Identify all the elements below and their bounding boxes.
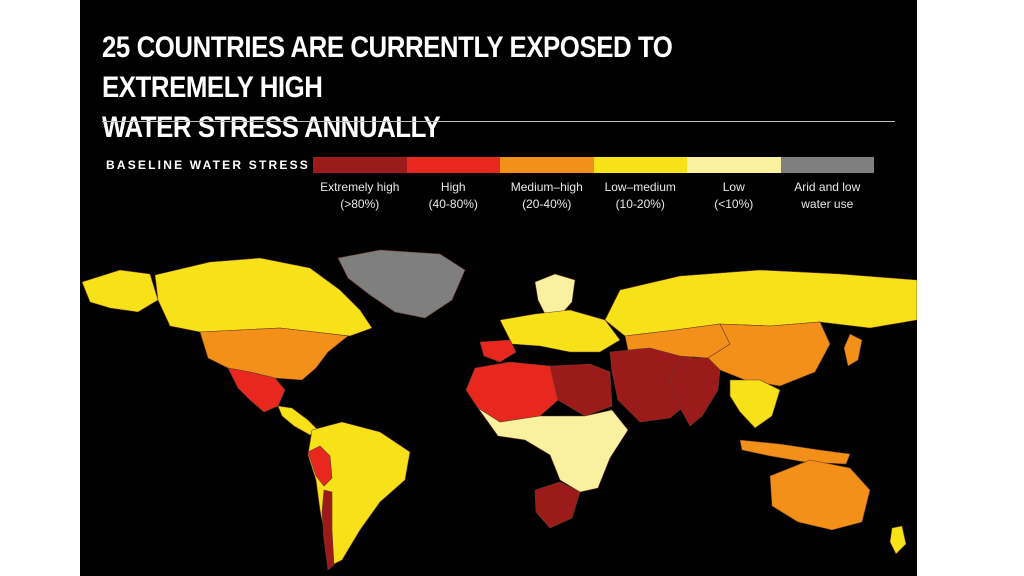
southeast-asia (729, 379, 781, 429)
legend-item-name: Low–medium (604, 180, 676, 194)
africa (477, 407, 629, 493)
japan (843, 333, 863, 367)
legend-swatch (593, 157, 687, 173)
greenland (337, 249, 466, 319)
legend-labels: Extremely high (>80%) High (40-80%) Medium–h… (313, 179, 874, 213)
scandinavia (534, 273, 576, 319)
europe (499, 309, 621, 353)
north-africa (465, 361, 559, 423)
usa (199, 327, 349, 381)
chile (321, 489, 335, 571)
legend-item-name: Extremely high (320, 180, 400, 194)
legend-item-range: (40-80%) (428, 197, 478, 211)
australia (769, 459, 871, 531)
legend-item: High (40-80%) (407, 179, 501, 213)
title-line-1: 25 COUNTRIES ARE CURRENTLY EXPOSED TO EX… (102, 31, 673, 104)
indonesia (739, 439, 851, 465)
spain (479, 339, 517, 363)
legend-item-range: water use (801, 197, 854, 211)
legend-item: Arid and low water use (781, 179, 875, 213)
legend-swatch (406, 157, 500, 173)
page-title: 25 COUNTRIES ARE CURRENTLY EXPOSED TO EX… (102, 28, 773, 148)
legend-item-name: High (440, 180, 466, 194)
canada (154, 257, 373, 337)
legend-item-name: Low (722, 180, 745, 194)
legend-swatch (500, 157, 594, 173)
legend-item: Extremely high (>80%) (313, 179, 407, 213)
peru (307, 445, 333, 487)
china (707, 321, 831, 387)
south-america (307, 421, 411, 567)
legend-label: BASELINE WATER STRESS (106, 158, 310, 172)
legend-item: Medium–high (20-40%) (500, 179, 594, 213)
south-africa (534, 481, 581, 529)
legend-item-name: Arid and low (794, 180, 861, 194)
legend-item: Low–medium (10-20%) (594, 179, 688, 213)
legend-item-range: (20-40%) (522, 197, 572, 211)
title-line-2: WATER STRESS ANNUALLY (102, 111, 441, 144)
india (669, 357, 721, 427)
legend-item-range: (10-20%) (615, 197, 665, 211)
legend-item-range: (<10%) (714, 197, 754, 211)
legend-item-range: (>80%) (340, 197, 380, 211)
new-zealand (889, 525, 907, 555)
legend-swatch (313, 157, 407, 173)
libya-egypt (549, 363, 613, 417)
alaska (81, 269, 159, 313)
legend-swatch (687, 157, 781, 173)
legend-item-name: Medium–high (510, 180, 583, 194)
legend-swatch (780, 157, 874, 173)
title-divider (102, 121, 895, 122)
infographic-panel: 25 COUNTRIES ARE CURRENTLY EXPOSED TO EX… (80, 0, 917, 576)
legend-item: Low (<10%) (687, 179, 781, 213)
legend-color-bar (313, 157, 874, 173)
world-water-stress-map (81, 249, 917, 571)
